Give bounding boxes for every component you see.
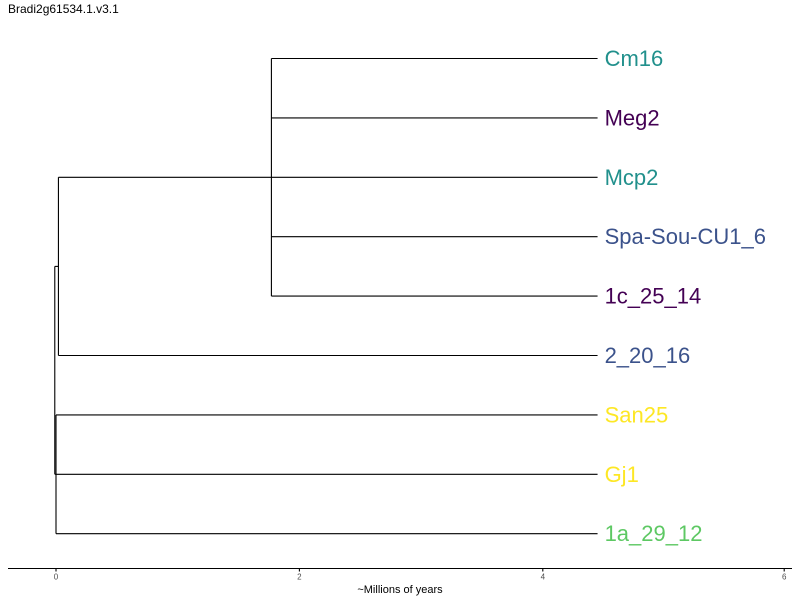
tip-label: Spa-Sou-CU1_6 [605,224,766,249]
x-tick-label: 0 [54,573,59,582]
x-tick-label: 2 [297,573,302,582]
tip-label: Meg2 [605,105,660,130]
tip-label: San25 [605,402,669,427]
tip-label: 2_20_16 [605,343,691,368]
x-axis-label: ~Millions of years [357,584,443,596]
tip-label: Mcp2 [605,165,659,190]
tip-label: Gj1 [605,462,639,487]
gene-title: Bradi2g61534.1.v3.1 [8,2,119,16]
x-tick-label: 6 [782,573,787,582]
x-tick-label: 4 [541,573,546,582]
tip-label: 1a_29_12 [605,521,703,546]
tip-label: Cm16 [605,46,664,71]
tip-label: 1c_25_14 [605,284,702,309]
